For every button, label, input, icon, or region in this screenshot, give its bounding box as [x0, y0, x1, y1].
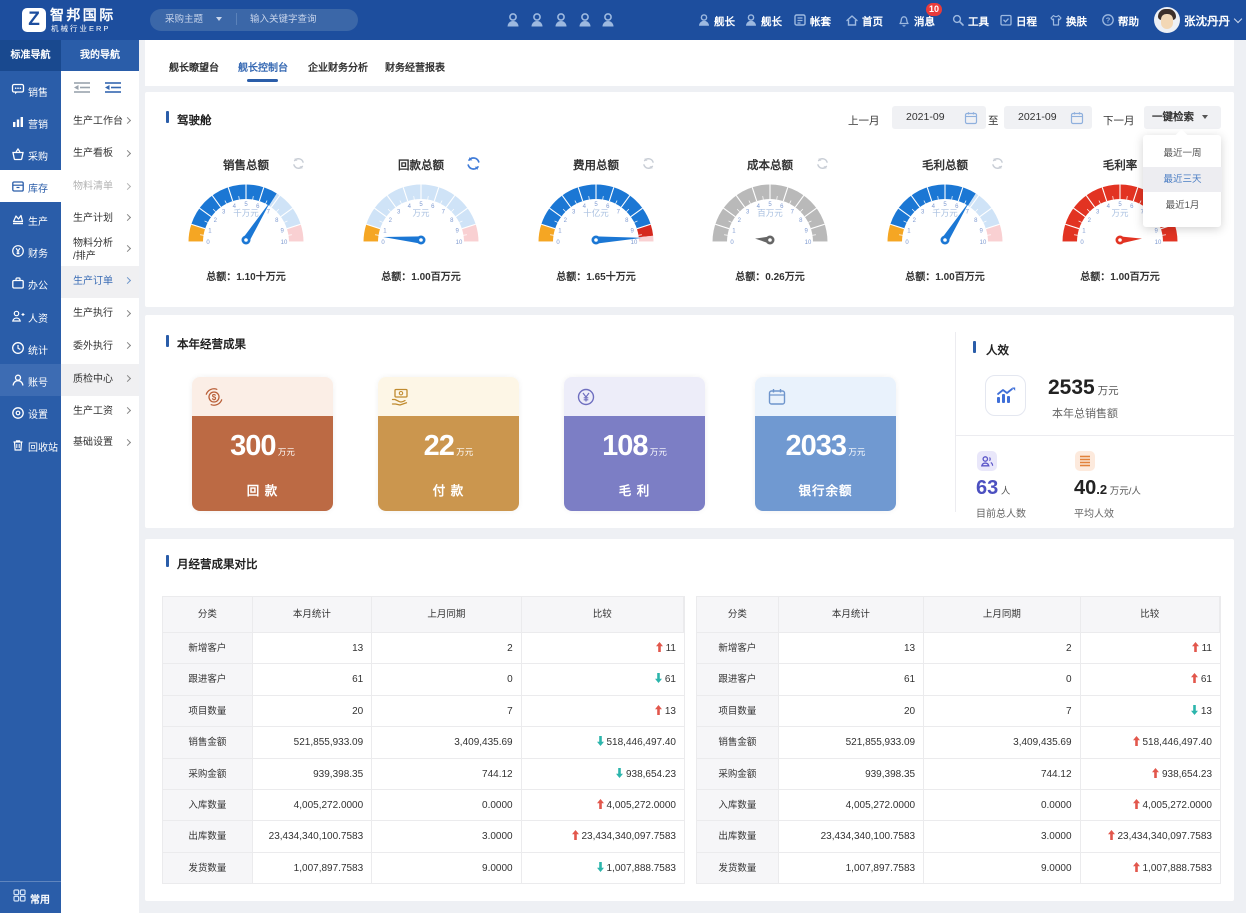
svg-text:6: 6: [256, 204, 260, 210]
svg-text:7: 7: [442, 209, 446, 215]
svg-text:6: 6: [606, 204, 610, 210]
svg-text:9: 9: [280, 228, 284, 234]
svg-text:8: 8: [974, 218, 978, 224]
svg-text:9: 9: [455, 228, 459, 234]
svg-text:10: 10: [805, 240, 812, 246]
svg-text:3: 3: [397, 209, 401, 215]
svg-text:3: 3: [222, 209, 226, 215]
svg-text:5: 5: [594, 202, 598, 208]
svg-text:3: 3: [921, 209, 925, 215]
svg-text:2: 2: [214, 218, 218, 224]
svg-text:4: 4: [932, 204, 936, 210]
svg-text:7: 7: [267, 209, 271, 215]
svg-text:9: 9: [804, 228, 808, 234]
svg-text:4: 4: [233, 204, 237, 210]
svg-text:6: 6: [431, 204, 435, 210]
svg-text:0: 0: [1080, 240, 1084, 246]
svg-text:8: 8: [275, 218, 279, 224]
svg-text:8: 8: [450, 218, 454, 224]
svg-text:2: 2: [1088, 218, 1092, 224]
svg-text:万元: 万元: [1111, 208, 1129, 218]
svg-text:8: 8: [799, 218, 803, 224]
svg-text:0: 0: [730, 240, 734, 246]
svg-text:十亿元: 十亿元: [583, 208, 609, 218]
svg-text:1: 1: [907, 228, 911, 234]
svg-text:6: 6: [780, 204, 784, 210]
svg-text:0: 0: [206, 240, 210, 246]
svg-text:1: 1: [1082, 228, 1086, 234]
svg-text:$: $: [212, 393, 217, 402]
svg-text:千万元: 千万元: [932, 208, 958, 218]
svg-text:0: 0: [556, 240, 560, 246]
svg-text:7: 7: [617, 209, 621, 215]
svg-text:10: 10: [1155, 240, 1162, 246]
svg-text:5: 5: [943, 202, 947, 208]
svg-text:10: 10: [281, 240, 288, 246]
svg-text:8: 8: [625, 218, 629, 224]
svg-text:?: ?: [1106, 16, 1111, 25]
svg-text:3: 3: [1096, 209, 1100, 215]
svg-text:5: 5: [244, 202, 248, 208]
svg-text:千万元: 千万元: [233, 208, 259, 218]
svg-text:7: 7: [791, 209, 795, 215]
svg-text:6: 6: [1130, 204, 1134, 210]
svg-text:9: 9: [979, 228, 983, 234]
svg-text:10: 10: [456, 240, 463, 246]
svg-text:5: 5: [768, 202, 772, 208]
svg-text:6: 6: [955, 204, 959, 210]
svg-text:0: 0: [381, 240, 385, 246]
svg-text:7: 7: [966, 209, 970, 215]
svg-text:1: 1: [383, 228, 387, 234]
svg-text:9: 9: [1154, 228, 1158, 234]
svg-text:5: 5: [419, 202, 423, 208]
svg-text:4: 4: [1107, 204, 1111, 210]
svg-text:3: 3: [746, 209, 750, 215]
svg-text:10: 10: [980, 240, 987, 246]
svg-text:10: 10: [631, 240, 638, 246]
svg-text:1: 1: [208, 228, 212, 234]
svg-text:4: 4: [408, 204, 412, 210]
svg-text:0: 0: [905, 240, 909, 246]
svg-text:4: 4: [583, 204, 587, 210]
svg-text:2: 2: [564, 218, 568, 224]
svg-text:万元: 万元: [412, 208, 430, 218]
svg-text:3: 3: [572, 209, 576, 215]
svg-text:1: 1: [732, 228, 736, 234]
svg-text:9: 9: [630, 228, 634, 234]
svg-text:4: 4: [757, 204, 761, 210]
svg-text:2: 2: [738, 218, 742, 224]
svg-text:2: 2: [389, 218, 393, 224]
svg-text:2: 2: [913, 218, 917, 224]
svg-text:5: 5: [1118, 202, 1122, 208]
svg-text:1: 1: [558, 228, 562, 234]
svg-text:百万元: 百万元: [757, 208, 783, 218]
svg-text:7: 7: [1141, 209, 1145, 215]
